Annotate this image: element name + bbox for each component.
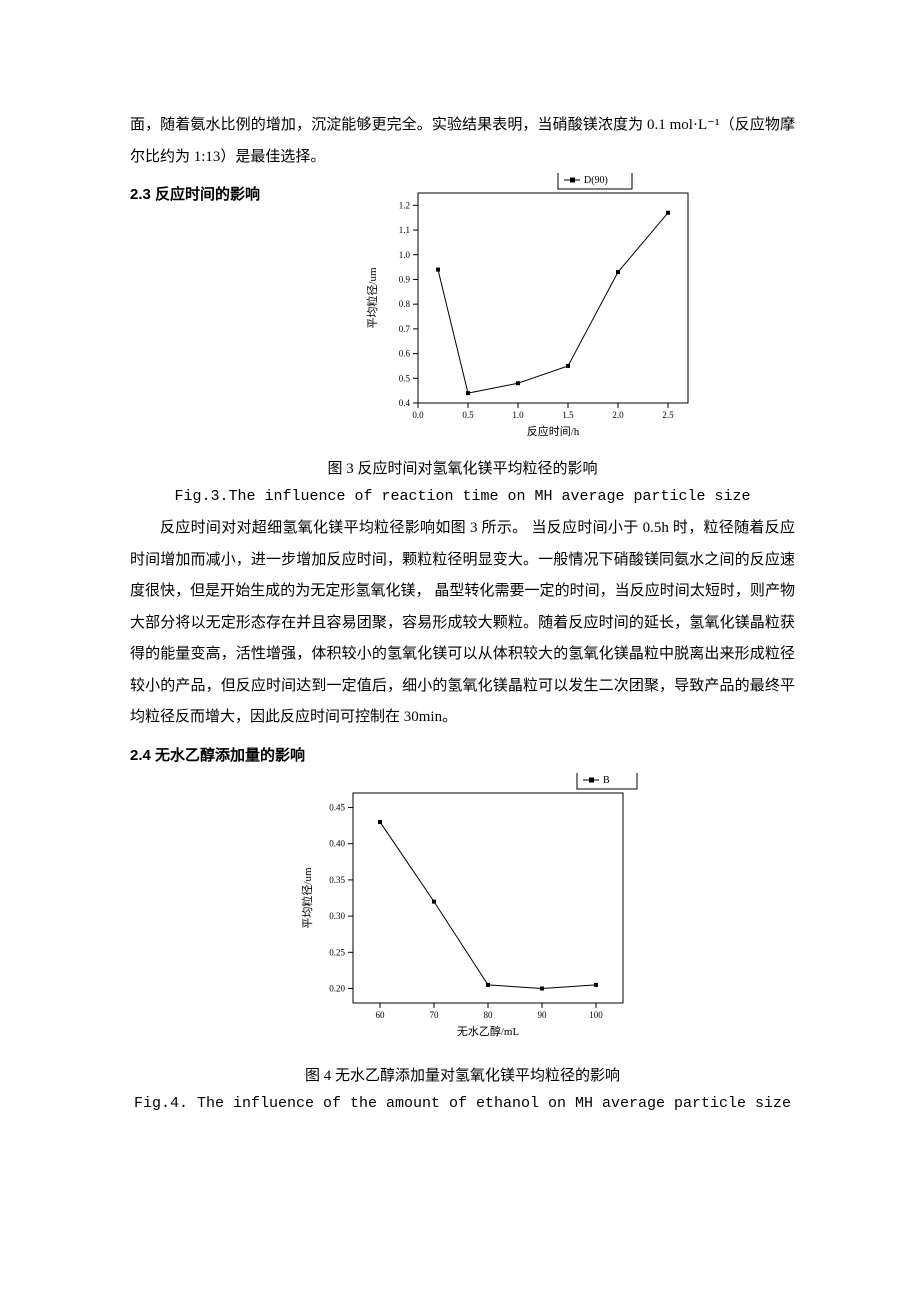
figure-3-container: 0.0 0.5 1.0 1.5 2.0 2.5 0.4 0.5 0.6 0.7 0.8 0.9 1.0 1…: [348, 173, 708, 448]
section-2-3-body: 反应时间对对超细氢氧化镁平均粒径影响如图 3 所示。 当反应时间小于 0.5h …: [130, 513, 795, 734]
svg-text:2.0: 2.0: [612, 410, 624, 420]
svg-text:0.6: 0.6: [398, 349, 410, 359]
svg-text:0.4: 0.4: [398, 398, 410, 408]
svg-text:无水乙醇/mL: 无水乙醇/mL: [456, 1024, 519, 1038]
svg-text:0.5: 0.5: [398, 373, 410, 383]
svg-text:2.5: 2.5: [662, 410, 674, 420]
figure-4-container: 60 70 80 90 100 0.20 0.25 0.30 0.35 0.40 0.45 无水乙醇/…: [130, 773, 795, 1043]
svg-text:0.5: 0.5: [462, 410, 474, 420]
figure-3-caption-cn: 图 3 反应时间对氢氧化镁平均粒径的影响: [130, 456, 795, 483]
svg-text:100: 100: [589, 1010, 603, 1020]
svg-text:1.5: 1.5: [562, 410, 574, 420]
figure-3-caption-en: Fig.3.The influence of reaction time on …: [130, 485, 795, 509]
figure-4-caption-en: Fig.4. The influence of the amount of et…: [130, 1092, 795, 1116]
section-2-3-heading: 2.3 反应时间的影响: [130, 181, 260, 208]
page: 面，随着氨水比例的增加，沉淀能够更完全。实验结果表明，当硝酸镁浓度为 0.1 m…: [0, 0, 920, 1302]
svg-text:60: 60: [375, 1010, 385, 1020]
svg-text:0.7: 0.7: [398, 324, 410, 334]
svg-text:平均粒径/um: 平均粒径/um: [365, 267, 379, 329]
section-2-3-row: 2.3 反应时间的影响 0.00.51.01.52.02.50.40.50.60…: [130, 173, 795, 448]
svg-text:反应时间/h: 反应时间/h: [526, 424, 579, 438]
svg-text:0.0: 0.0: [412, 410, 424, 420]
svg-text:D(90): D(90): [584, 175, 608, 186]
section-2-4-heading: 2.4 无水乙醇添加量的影响: [130, 742, 795, 769]
figure-4-caption-cn: 图 4 无水乙醇添加量对氢氧化镁平均粒径的影响: [130, 1063, 795, 1090]
svg-text:1.2: 1.2: [398, 200, 409, 210]
figure-3-chart: 0.0 0.5 1.0 1.5 2.0 2.5 0.4 0.5 0.6 0.7 0.8 0.9 1.0 1…: [348, 173, 708, 443]
svg-text:0.35: 0.35: [329, 874, 345, 884]
svg-text:平均粒径/um: 平均粒径/um: [300, 867, 314, 929]
figure-4-chart: 60 70 80 90 100 0.20 0.25 0.30 0.35 0.40 0.45 无水乙醇/…: [283, 773, 643, 1043]
svg-text:B: B: [603, 775, 610, 786]
svg-text:0.40: 0.40: [329, 838, 345, 848]
svg-text:0.8: 0.8: [398, 299, 410, 309]
intro-paragraph: 面，随着氨水比例的增加，沉淀能够更完全。实验结果表明，当硝酸镁浓度为 0.1 m…: [130, 110, 795, 173]
svg-text:1.0: 1.0: [512, 410, 524, 420]
svg-text:90: 90: [537, 1010, 547, 1020]
svg-text:1.1: 1.1: [398, 225, 409, 235]
svg-text:0.25: 0.25: [329, 947, 345, 957]
svg-text:0.45: 0.45: [329, 802, 345, 812]
svg-text:80: 80: [483, 1010, 493, 1020]
svg-text:1.0: 1.0: [398, 250, 410, 260]
svg-text:70: 70: [429, 1010, 439, 1020]
svg-text:0.30: 0.30: [329, 911, 345, 921]
svg-text:0.9: 0.9: [398, 274, 410, 284]
svg-text:0.20: 0.20: [329, 983, 345, 993]
